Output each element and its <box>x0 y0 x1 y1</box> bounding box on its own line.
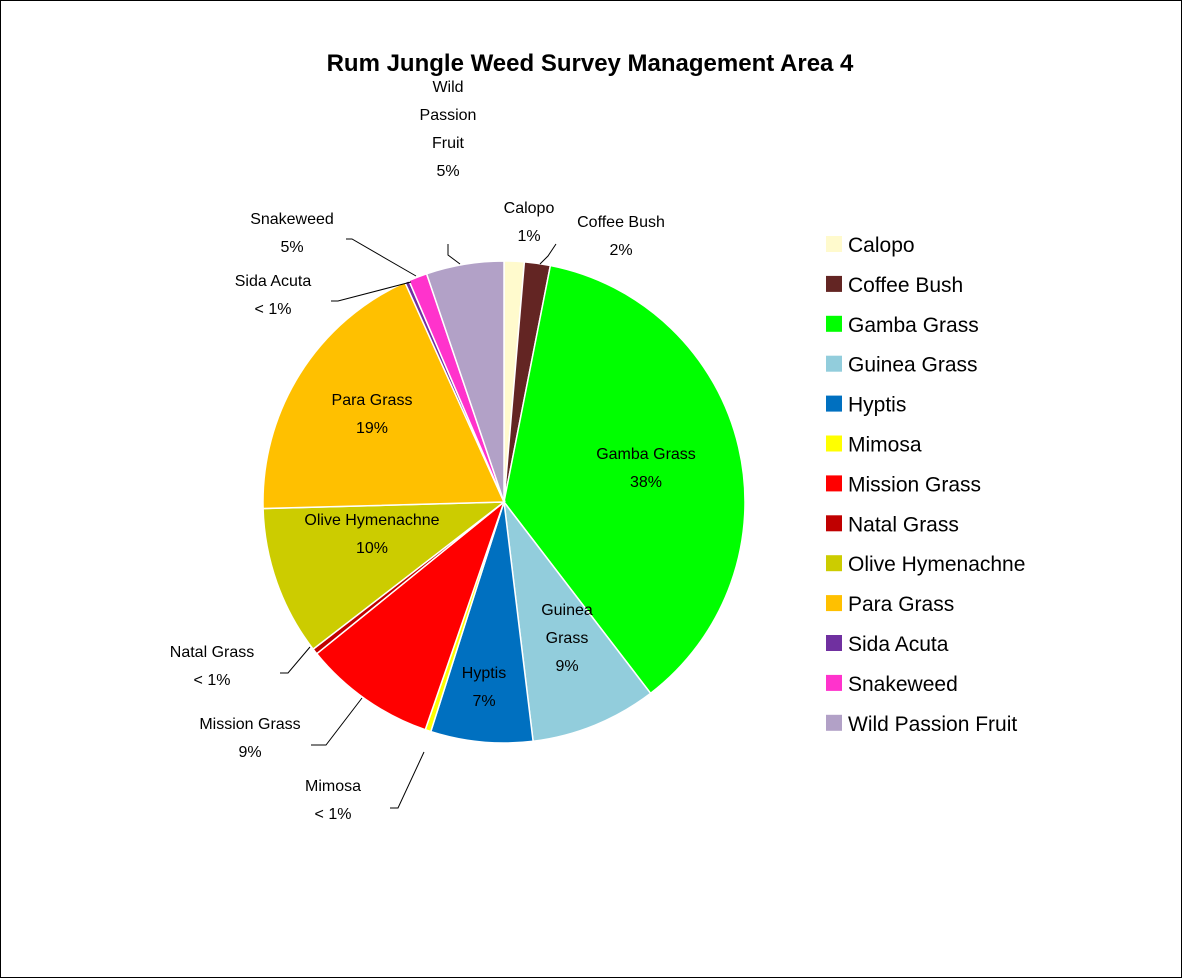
pie-slice-wild-passion-fruit <box>425 260 505 503</box>
legend-swatch-para-grass <box>826 595 842 612</box>
legend-swatch-wild-passion-fruit <box>826 714 842 731</box>
legend-swatch-calopo <box>826 236 842 252</box>
legend: Calopo Coffee Bush Gamba Grass Guinea Grass… <box>826 234 1025 736</box>
leader-line-coffee-bush <box>539 243 557 265</box>
legend-label-guinea-grass: Guinea Grass <box>848 354 978 377</box>
legend-swatch-guinea-grass <box>826 355 842 372</box>
legend-swatch-sida-acuta <box>826 635 842 651</box>
legend-label-sida-acuta: Sida Acuta <box>848 633 949 656</box>
legend-swatch-mimosa <box>826 435 842 452</box>
legend-swatch-olive-hymenachne <box>826 555 842 572</box>
pie-slice-para-grass <box>262 281 506 510</box>
data-label-mimosa: Mimosa < 1% <box>305 778 361 823</box>
legend-label-hyptis: Hyptis <box>848 394 906 417</box>
leader-line-mission-grass <box>311 697 363 746</box>
data-label-gamba-grass: Gamba Grass 38% <box>596 446 696 491</box>
leader-line-mimosa <box>390 751 425 809</box>
leader-lines <box>280 238 557 809</box>
data-label-para-grass: Para Grass 19% <box>332 392 413 437</box>
pie-slices <box>262 260 746 744</box>
pie-slice-mission-grass <box>315 499 506 731</box>
data-label-snakeweed: Snakeweed 5% <box>250 211 334 256</box>
data-label-calopo: Calopo 1% <box>504 200 555 245</box>
legend-label-calopo: Calopo <box>848 234 915 257</box>
legend-swatch-coffee-bush <box>826 275 842 292</box>
legend-swatch-hyptis <box>826 395 842 412</box>
legend-swatch-natal-grass <box>826 515 842 532</box>
legend-label-para-grass: Para Grass <box>848 593 954 616</box>
legend-label-olive-hymenachne: Olive Hymenachne <box>848 553 1025 576</box>
data-label-guinea-grass: Guinea Grass 9% <box>541 602 593 675</box>
data-label-olive-hymenachne: Olive Hymenachne 10% <box>304 512 439 557</box>
data-label-sida-acuta: Sida Acuta < 1% <box>235 273 312 318</box>
legend-label-gamba-grass: Gamba Grass <box>848 314 979 337</box>
pie-slice-olive-hymenachne <box>262 501 507 651</box>
legend-label-natal-grass: Natal Grass <box>848 513 959 536</box>
data-label-wild-passion-fruit: Wild Passion Fruit 5% <box>420 79 477 180</box>
legend-swatch-mission-grass <box>826 475 842 492</box>
data-label-mission-grass: Mission Grass 9% <box>199 716 300 761</box>
leader-line-snakeweed <box>346 238 417 277</box>
legend-label-wild-passion-fruit: Wild Passion Fruit <box>848 713 1017 736</box>
data-label-natal-grass: Natal Grass < 1% <box>170 644 254 689</box>
data-label-coffee-bush: Coffee Bush 2% <box>577 214 665 259</box>
data-label-hyptis: Hyptis 7% <box>462 665 506 710</box>
data-labels: Calopo 1% Coffee Bush 2% Gamba Grass 38% Guine… <box>170 79 696 823</box>
pie-slice-hyptis <box>429 501 534 744</box>
leader-line-sida-acuta <box>331 281 412 302</box>
legend-label-mimosa: Mimosa <box>848 434 922 457</box>
pie-slice-guinea-grass <box>502 499 652 743</box>
chart-title: Rum Jungle Weed Survey Management Area 4 <box>327 50 854 77</box>
legend-label-coffee-bush: Coffee Bush <box>848 274 963 297</box>
leader-line-wild-passion-fruit <box>447 244 461 265</box>
legend-label-mission-grass: Mission Grass <box>848 473 981 496</box>
leader-line-natal-grass <box>280 646 311 674</box>
legend-label-snakeweed: Snakeweed <box>848 673 958 696</box>
legend-swatch-gamba-grass <box>826 315 842 332</box>
legend-swatch-snakeweed <box>826 674 842 691</box>
pie-slice-gamba-grass <box>503 264 746 695</box>
